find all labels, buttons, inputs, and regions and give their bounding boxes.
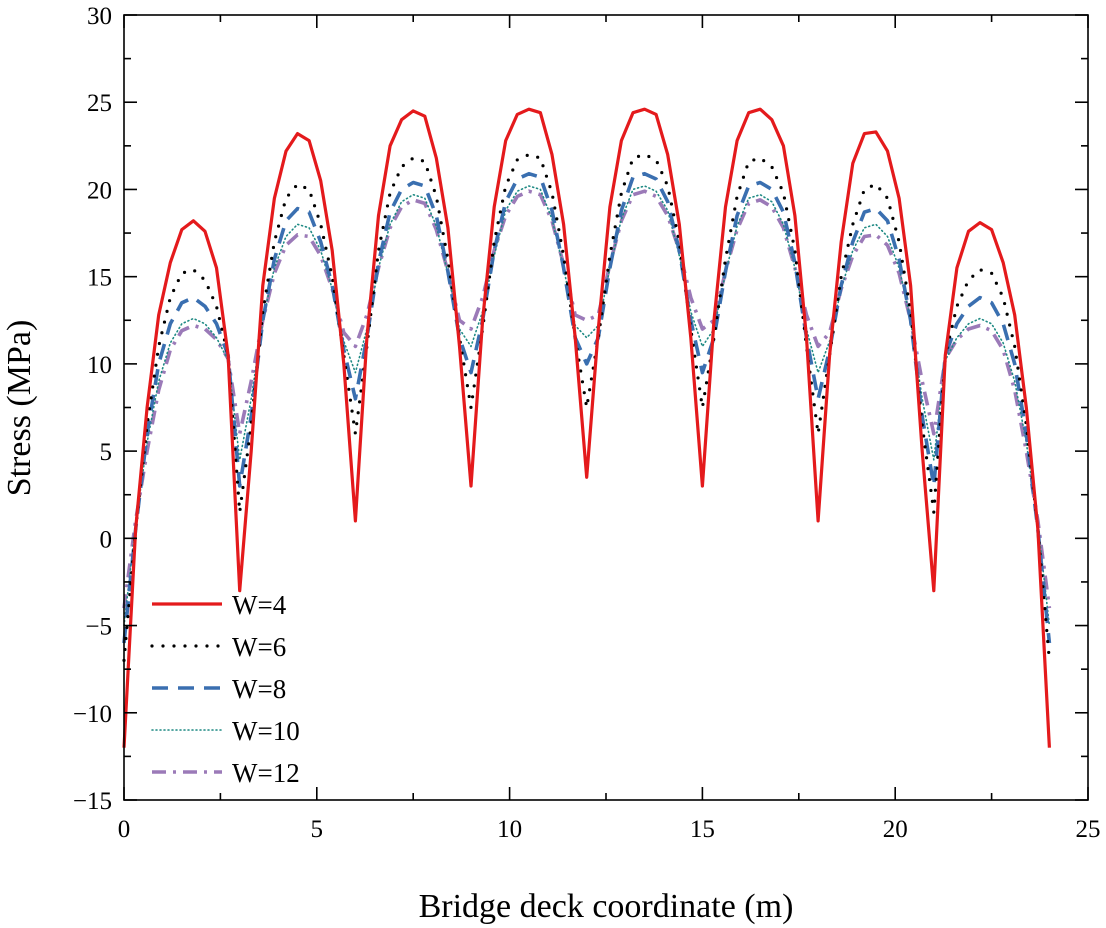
tick-labels: 0 5 10 15 20 25 −15 −10 −5 0 5 10 15 20 25 30 bbox=[73, 3, 1101, 843]
x-tick-label: 0 bbox=[118, 816, 131, 843]
y-tick-label: 10 bbox=[87, 352, 112, 379]
series-line-w6 bbox=[122, 153, 1052, 663]
y-tick-label: 0 bbox=[100, 526, 113, 553]
y-tick-label: 15 bbox=[87, 265, 112, 292]
legend: W=4 W=6 W=8 W=10 W=12 bbox=[150, 590, 300, 788]
series-line-w12 bbox=[122, 189, 1052, 609]
legend-label-w10: W=10 bbox=[232, 716, 300, 746]
series-line-w10 bbox=[123, 185, 1051, 627]
y-tick-label: −10 bbox=[73, 701, 112, 728]
x-axis-title: Bridge deck coordinate (m) bbox=[419, 888, 794, 925]
x-tick-label: 20 bbox=[883, 816, 908, 843]
legend-label-w6: W=6 bbox=[232, 632, 286, 662]
x-tick-label: 10 bbox=[497, 816, 522, 843]
y-tick-label: 5 bbox=[100, 439, 113, 466]
y-tick-label: −15 bbox=[73, 788, 112, 815]
x-tick-label: 25 bbox=[1076, 816, 1101, 843]
x-tick-label: 15 bbox=[690, 816, 715, 843]
axis-ticks bbox=[123, 14, 1089, 801]
y-tick-label: 25 bbox=[87, 90, 112, 117]
y-tick-label: 20 bbox=[87, 177, 112, 204]
legend-label-w8: W=8 bbox=[232, 674, 286, 704]
series-line-w8 bbox=[122, 171, 1052, 644]
y-tick-label: 30 bbox=[87, 3, 112, 30]
y-axis-title: Stress (MPa) bbox=[1, 320, 38, 497]
legend-label-w12: W=12 bbox=[232, 758, 300, 788]
series-layer bbox=[122, 107, 1052, 748]
x-tick-label: 5 bbox=[311, 816, 324, 843]
series-line-w4 bbox=[122, 107, 1051, 748]
y-tick-label: −5 bbox=[85, 614, 112, 641]
legend-label-w4: W=4 bbox=[232, 590, 287, 620]
